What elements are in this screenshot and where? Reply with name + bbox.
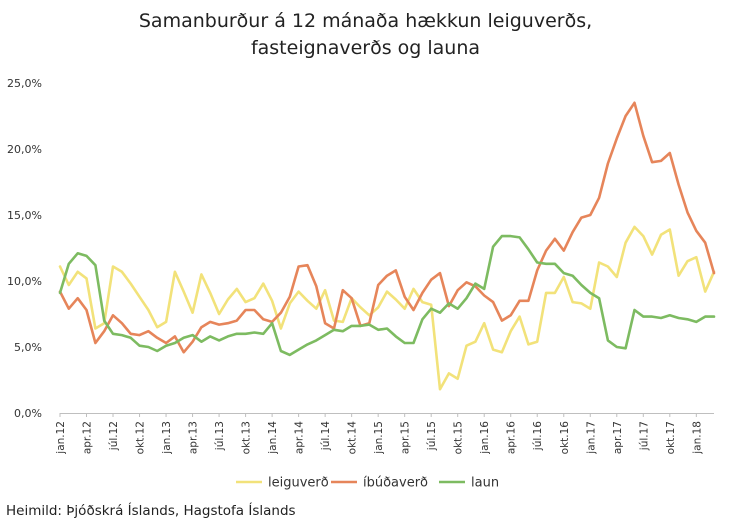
chart-title: Samanburður á 12 mánaða hækkun leiguverð…	[0, 8, 731, 62]
x-tick-label: júl.13	[214, 421, 226, 451]
x-tick-label: jan.15	[373, 421, 385, 455]
x-tick-label: apr.13	[188, 421, 200, 454]
x-tick-label: jan.17	[585, 421, 597, 455]
series-line-1	[58, 225, 716, 391]
x-tick-label: okt.17	[665, 421, 677, 454]
y-tick-label: 20,0%	[7, 143, 42, 156]
x-axis-tick-labels: jan.12 apr.12 júl.12 okt.12 jan.13 apr.13 júl.…	[55, 421, 703, 455]
series-lines	[58, 101, 716, 391]
x-tick-label: apr.12	[82, 421, 94, 454]
legend-label: íbúðaverð	[363, 476, 428, 491]
x-tick-label: apr.17	[612, 421, 624, 454]
series-line-3	[58, 234, 716, 357]
legend-label: laun	[471, 476, 499, 491]
legend: leiguverð íbúðaverð laun	[236, 476, 499, 491]
x-tick-label: okt.15	[453, 421, 465, 454]
x-tick-label: apr.14	[294, 421, 306, 454]
y-tick-label: 5,0%	[14, 341, 42, 354]
y-tick-label: 25,0%	[7, 77, 42, 90]
x-tick-label: júl.12	[108, 421, 120, 451]
series-line-2	[58, 101, 716, 354]
chart-axes	[59, 413, 714, 417]
x-tick-label: júl.15	[426, 421, 438, 451]
x-tick-label: júl.17	[638, 421, 650, 451]
x-tick-label: jan.16	[479, 421, 491, 455]
legend-label: leiguverð	[268, 476, 329, 491]
source-note: Heimild: Þjóðskrá Íslands, Hagstofa Ísla…	[6, 503, 296, 519]
x-tick-label: jan.14	[267, 421, 279, 455]
x-tick-label: apr.15	[400, 421, 412, 454]
x-tick-label: okt.13	[241, 421, 253, 454]
y-axis-tick-labels: 0,0% 5,0% 10,0% 15,0% 20,0% 25,0%	[7, 77, 42, 420]
x-tick-label: júl.16	[532, 421, 544, 452]
y-tick-label: 0,0%	[14, 407, 42, 420]
x-tick-label: jan.18	[691, 421, 703, 455]
x-tick-label: jan.13	[161, 421, 173, 455]
x-tick-label: okt.14	[347, 421, 359, 455]
x-tick-label: okt.16	[559, 421, 571, 455]
x-tick-label: okt.12	[135, 421, 147, 454]
x-tick-label: apr.16	[506, 421, 518, 454]
title-line-2: fasteignaverðs og launa	[250, 37, 481, 59]
x-tick-label: júl.14	[320, 421, 332, 452]
title-line-1: Samanburður á 12 mánaða hækkun leiguverð…	[138, 10, 593, 32]
x-tick-label: jan.12	[55, 421, 67, 455]
y-tick-label: 15,0%	[7, 209, 42, 222]
y-tick-label: 10,0%	[7, 275, 42, 288]
